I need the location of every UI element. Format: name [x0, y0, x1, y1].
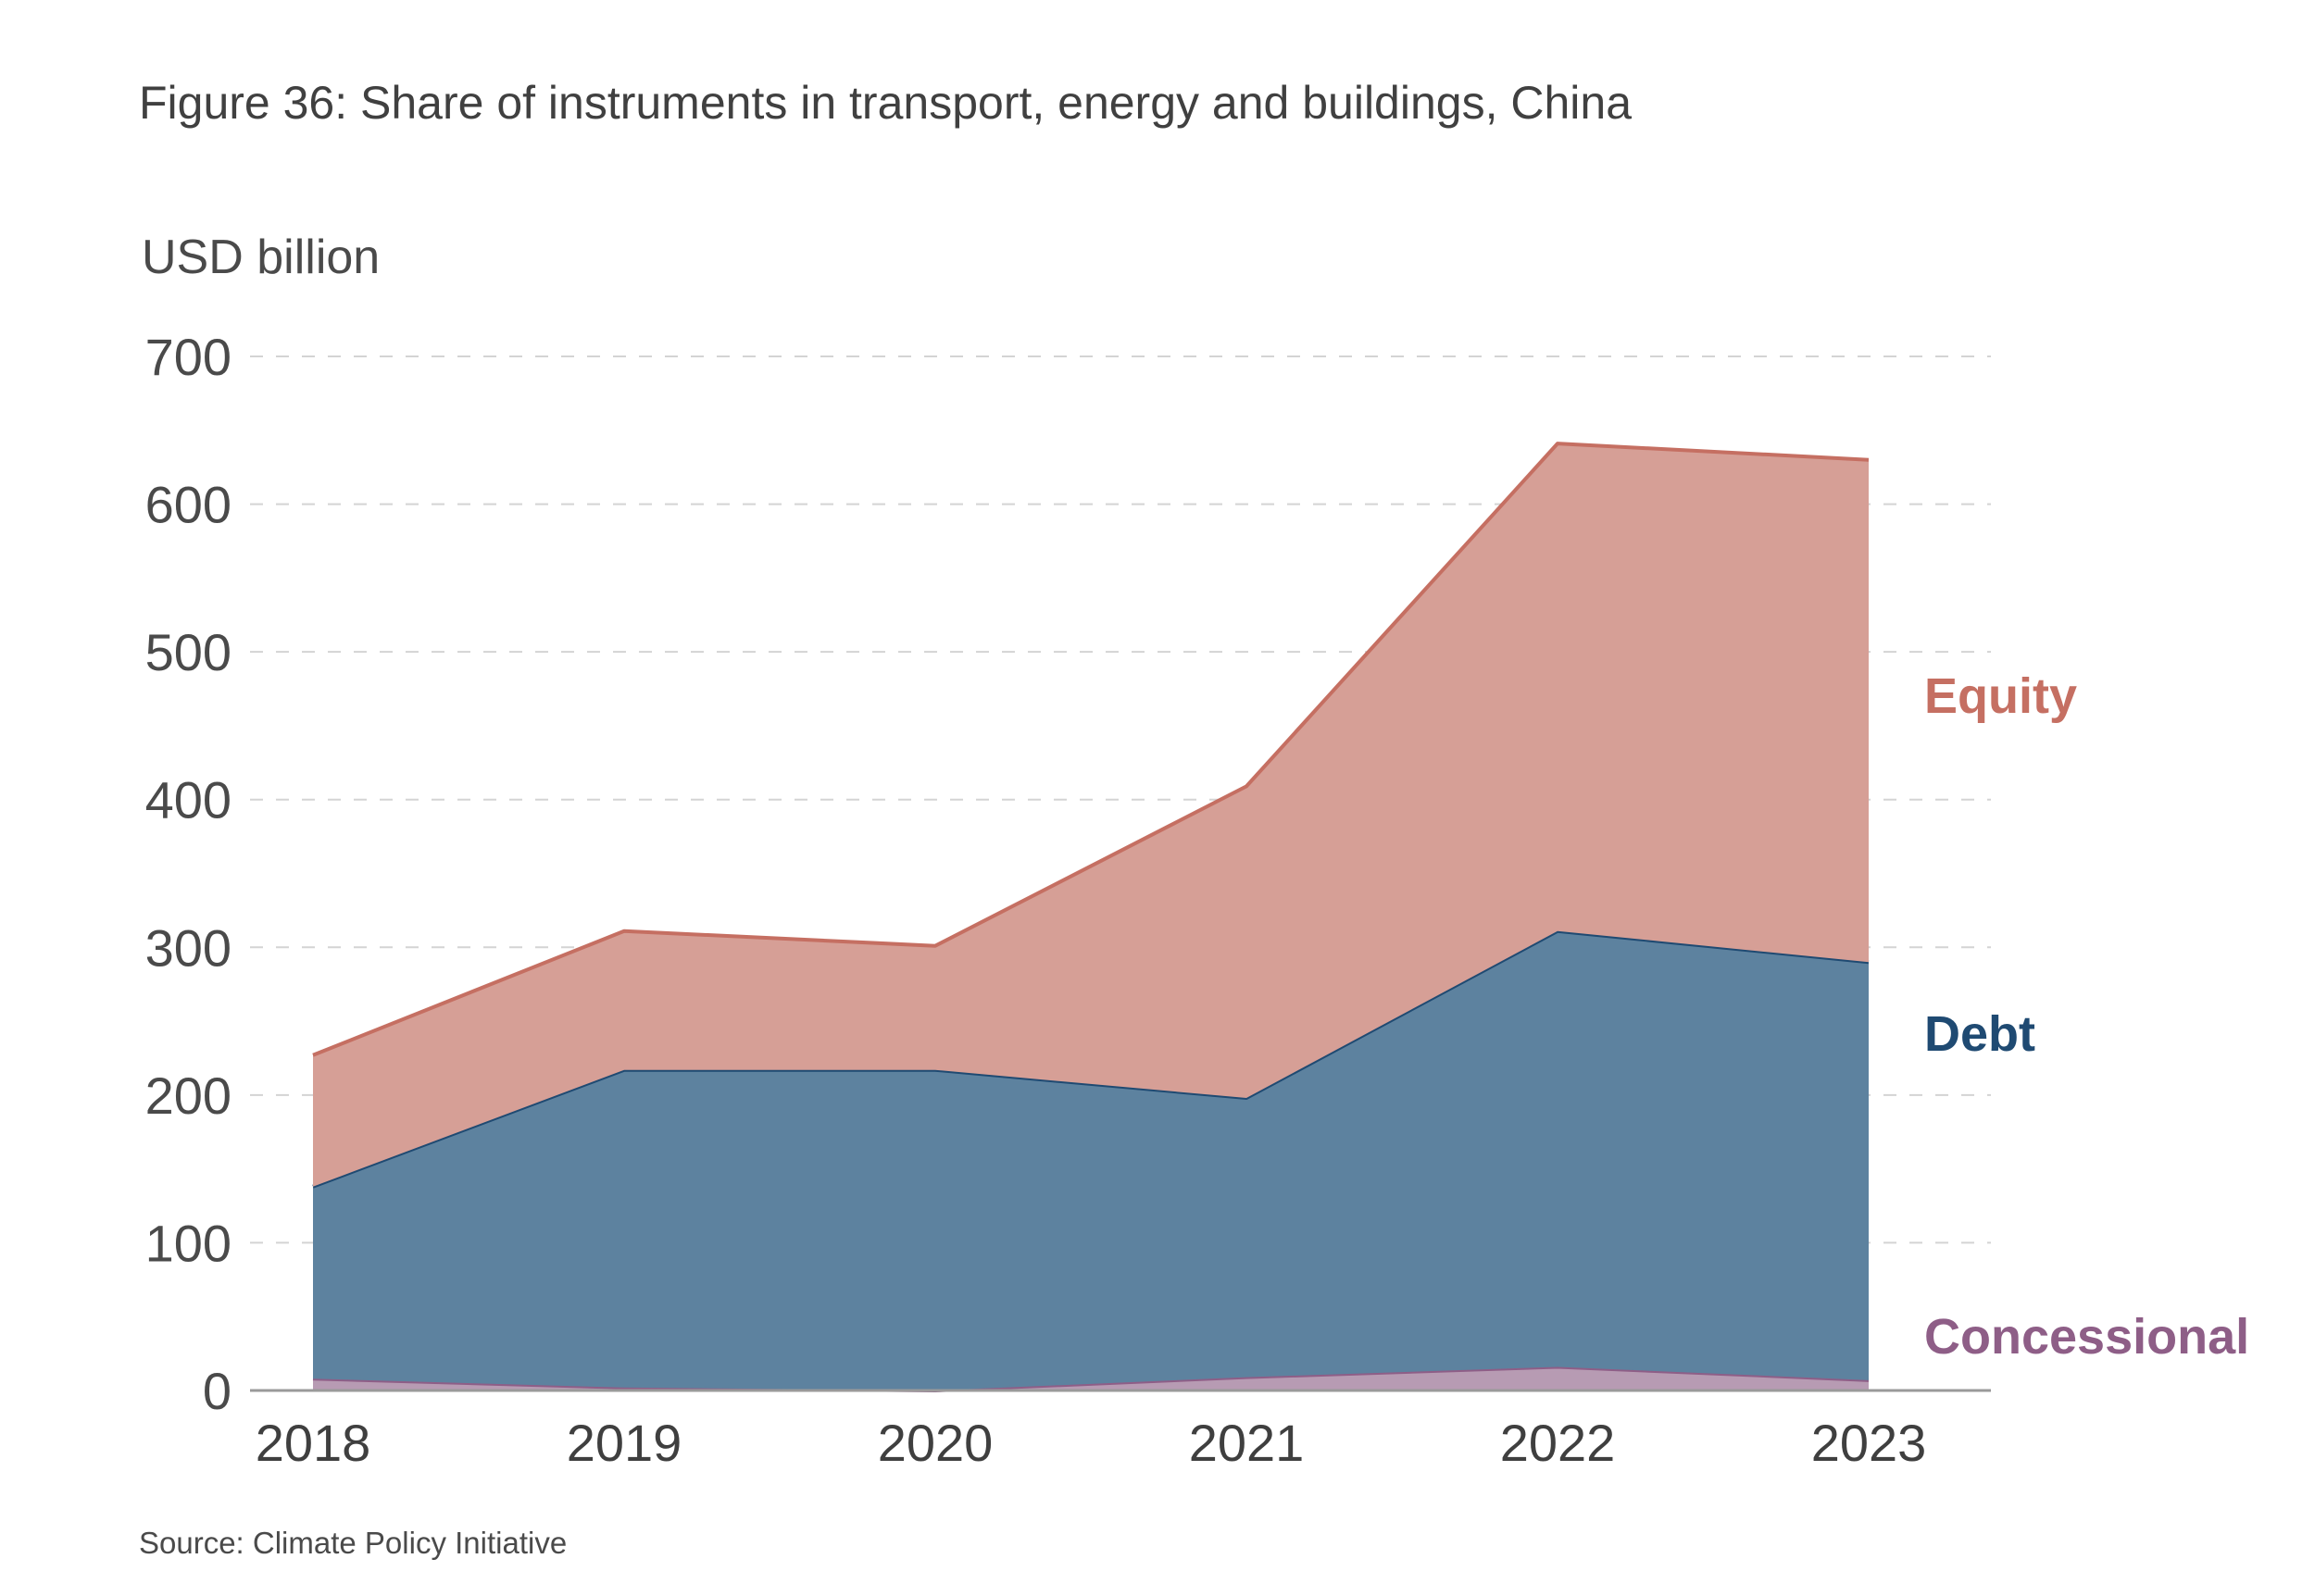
area-equity — [313, 443, 1869, 1187]
x-tick-label: 2020 — [878, 1414, 994, 1472]
series-label-concessional: Concessional — [1924, 1309, 2249, 1365]
y-tick-label: 600 — [145, 476, 232, 534]
x-tick-label: 2022 — [1500, 1414, 1616, 1472]
line-equity — [312, 442, 1870, 1057]
series-label-debt: Debt — [1924, 1006, 2035, 1062]
x-tick-labels: 2018 2019 2020 2021 2022 2023 — [256, 1414, 1927, 1472]
area-series — [312, 442, 1870, 1392]
source-note: Source: Climate Policy Initiative — [139, 1526, 568, 1560]
area-concessional — [313, 1366, 1869, 1390]
y-tick-label: 500 — [145, 623, 232, 681]
x-tick-label: 2023 — [1811, 1414, 1927, 1472]
y-tick-label: 100 — [145, 1214, 232, 1272]
y-tick-labels: 0 100 200 300 400 500 600 700 — [145, 328, 232, 1420]
series-labels: Concessional Debt Equity — [1924, 668, 2249, 1365]
y-tick-label: 200 — [145, 1066, 232, 1125]
area-debt — [313, 930, 1869, 1390]
y-tick-label: 0 — [203, 1362, 232, 1420]
x-tick-label: 2019 — [567, 1414, 682, 1472]
line-concessional — [312, 1365, 1870, 1392]
y-tick-label: 400 — [145, 771, 232, 829]
y-axis-unit-label: USD billion — [142, 231, 381, 284]
y-tick-label: 300 — [145, 918, 232, 977]
chart-title: Figure 36: Share of instruments in trans… — [139, 77, 1633, 129]
series-label-equity: Equity — [1924, 668, 2077, 724]
x-tick-label: 2018 — [256, 1414, 371, 1472]
x-tick-label: 2021 — [1189, 1414, 1305, 1472]
y-tick-label: 700 — [145, 328, 232, 386]
